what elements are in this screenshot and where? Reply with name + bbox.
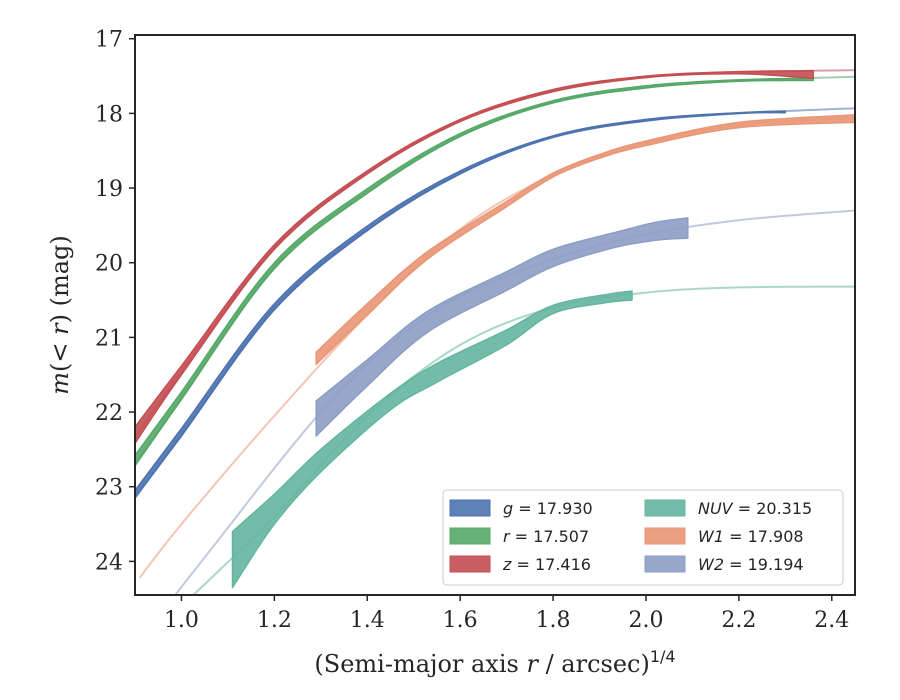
x-tick-label: 2.0	[628, 608, 663, 633]
legend-label-NUV: NUV = 20.315	[698, 499, 812, 518]
x-axis-title: (Semi-major axis r / arcsec)1/4	[314, 647, 675, 678]
profile-band-z	[135, 70, 814, 445]
y-tick-label: 21	[95, 326, 123, 351]
plot-frame	[134, 34, 856, 596]
y-tick-label: 24	[95, 550, 123, 575]
profile-band-W2	[315, 217, 689, 437]
model-curve-r	[135, 75, 855, 465]
legend-swatch-W1	[644, 527, 686, 545]
x-tick-label: 1.6	[443, 608, 478, 633]
legend-swatch-z	[449, 555, 491, 573]
legend-swatch-W2	[644, 555, 686, 573]
y-tick-label: 19	[95, 177, 123, 202]
legend-label-W1: W1 = 17.908	[698, 527, 804, 546]
legend-swatch-r	[449, 527, 491, 545]
x-tick-label: 2.2	[721, 608, 756, 633]
x-tick-label: 1.0	[164, 608, 199, 633]
x-tick-label: 1.8	[536, 608, 571, 633]
y-axis-ticks: 17 18 19 20 21 22 23 24	[95, 28, 135, 575]
y-axis-title: m(< r) (mag)	[46, 235, 74, 395]
legend: g = 17.930 r = 17.507 z = 17.416 NUV = 20.3…	[442, 489, 844, 586]
x-tick-label: 1.4	[350, 608, 385, 633]
y-tick-label: 20	[95, 252, 123, 277]
legend-swatch-NUV	[644, 499, 686, 517]
legend-label-z: z = 17.416	[502, 555, 591, 574]
legend-label-g: g = 17.930	[503, 499, 593, 518]
profile-bands-layer	[135, 70, 855, 589]
legend-label-r: r = 17.507	[503, 527, 589, 546]
profile-band-r	[135, 77, 814, 467]
x-tick-label: 1.2	[257, 608, 292, 633]
x-tick-label: 2.4	[814, 608, 849, 633]
legend-frame	[442, 489, 844, 586]
y-tick-label: 18	[95, 102, 123, 127]
legend-label-W2: W2 = 19.194	[698, 555, 804, 574]
profile-band-NUV	[231, 290, 633, 589]
y-tick-label: 22	[95, 401, 123, 426]
x-axis-ticks: 1.0 1.2 1.4 1.6 1.8 2.0 2.2 2.4	[164, 595, 849, 633]
y-tick-label: 17	[95, 28, 123, 53]
profile-band-g	[135, 110, 787, 499]
legend-swatch-g	[449, 499, 491, 517]
y-tick-label: 23	[95, 476, 123, 501]
